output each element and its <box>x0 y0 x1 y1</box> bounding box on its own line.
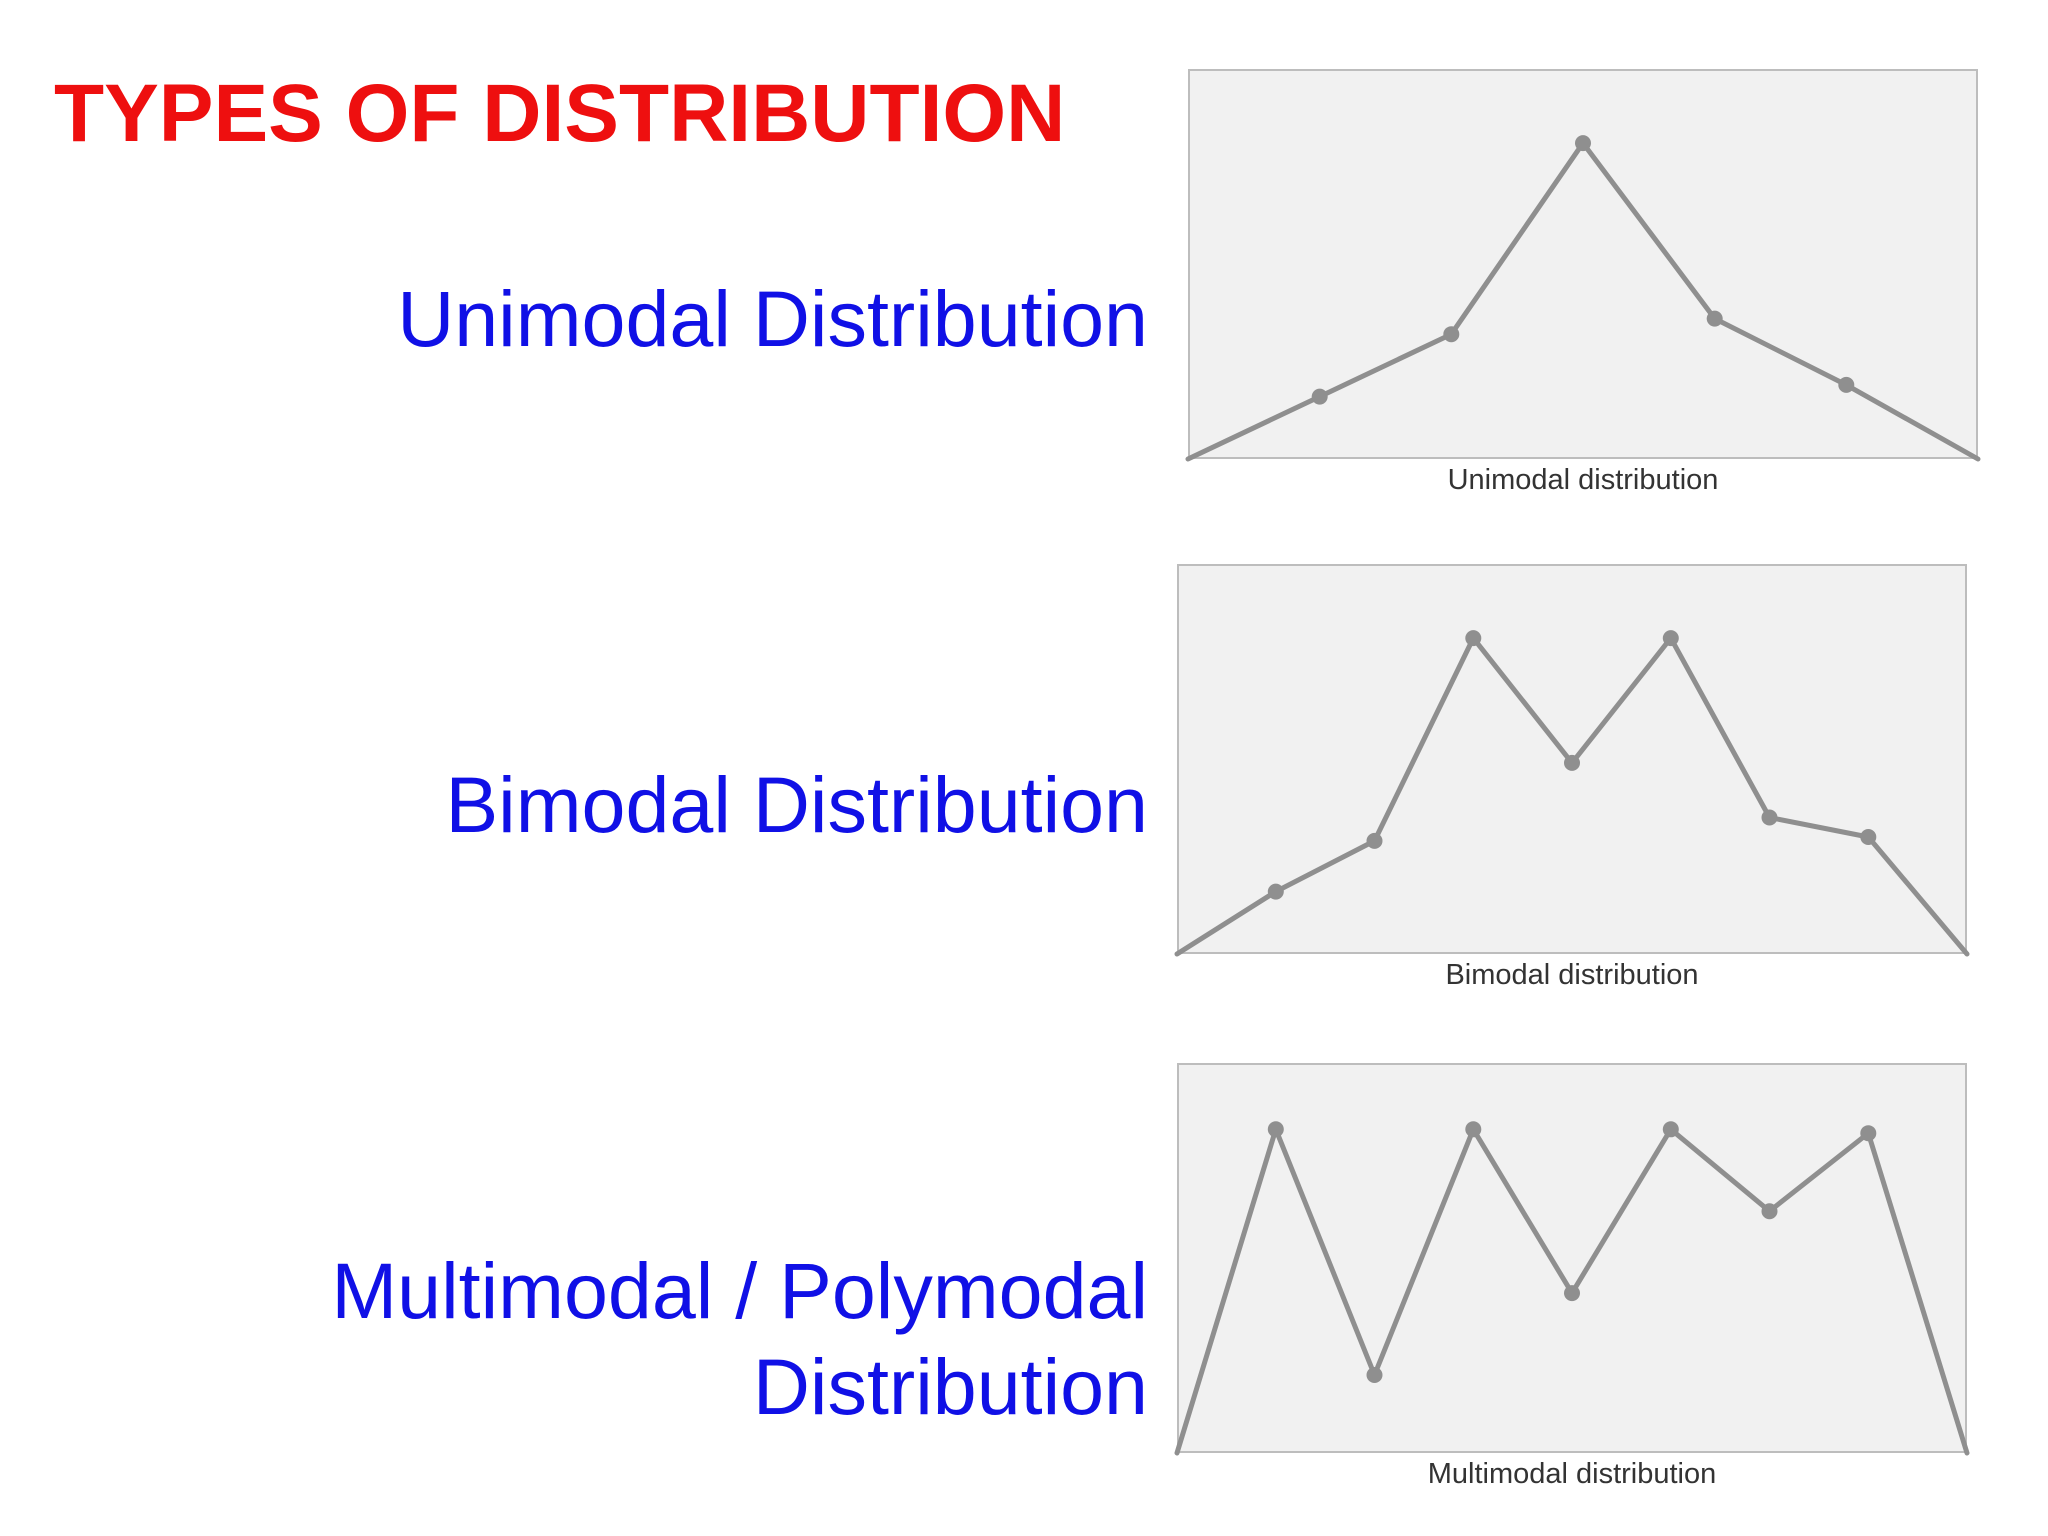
bimodal-data-point <box>1761 809 1778 826</box>
chart-multimodal-caption: Multimodal distribution <box>1427 1458 1717 1490</box>
multimodal-data-point <box>1860 1125 1877 1142</box>
multimodal-data-point <box>1366 1367 1383 1383</box>
multimodal-data-point <box>1662 1121 1679 1138</box>
label-unimodal: Unimodal Distribution <box>248 271 1148 367</box>
label-multimodal-line-1: Multimodal / Polymodal <box>331 1246 1148 1335</box>
unimodal-data-point <box>1575 135 1591 152</box>
bimodal-data-point <box>1465 630 1482 647</box>
bimodal-data-point <box>1662 630 1679 647</box>
chart-bimodal: Bimodal distribution <box>1174 564 1970 991</box>
unimodal-data-point <box>1311 388 1328 405</box>
bimodal-data-point <box>1564 754 1580 771</box>
unimodal-data-point <box>1706 310 1723 327</box>
bimodal-data-point <box>1366 832 1383 849</box>
chart-unimodal-caption: Unimodal distribution <box>1447 464 1719 496</box>
label-multimodal-line-2: Distribution <box>752 1342 1148 1431</box>
chart-multimodal: Multimodal distribution <box>1174 1063 1970 1490</box>
chart-unimodal-plot <box>1185 69 1981 462</box>
unimodal-data-point <box>1838 376 1855 393</box>
unimodal-data-point <box>1443 326 1460 343</box>
bimodal-data-point <box>1267 883 1284 900</box>
multimodal-data-point <box>1761 1203 1778 1220</box>
label-bimodal-line-1: Bimodal Distribution <box>445 760 1148 849</box>
multimodal-data-point <box>1564 1285 1580 1302</box>
chart-bimodal-plot <box>1174 564 1970 957</box>
multimodal-panel-background <box>1177 1063 1967 1453</box>
chart-multimodal-plot <box>1174 1063 1970 1456</box>
multimodal-data-point <box>1465 1121 1482 1138</box>
chart-bimodal-caption: Bimodal distribution <box>1445 959 1699 991</box>
label-multimodal: Multimodal / Polymodal Distribution <box>248 1243 1148 1435</box>
label-unimodal-line-1: Unimodal Distribution <box>397 274 1148 363</box>
multimodal-data-point <box>1267 1121 1284 1138</box>
page-title: TYPES OF DISTRIBUTION <box>54 68 1066 159</box>
bimodal-data-point <box>1860 829 1877 845</box>
label-bimodal: Bimodal Distribution <box>248 757 1148 853</box>
chart-unimodal: Unimodal distribution <box>1185 69 1981 496</box>
